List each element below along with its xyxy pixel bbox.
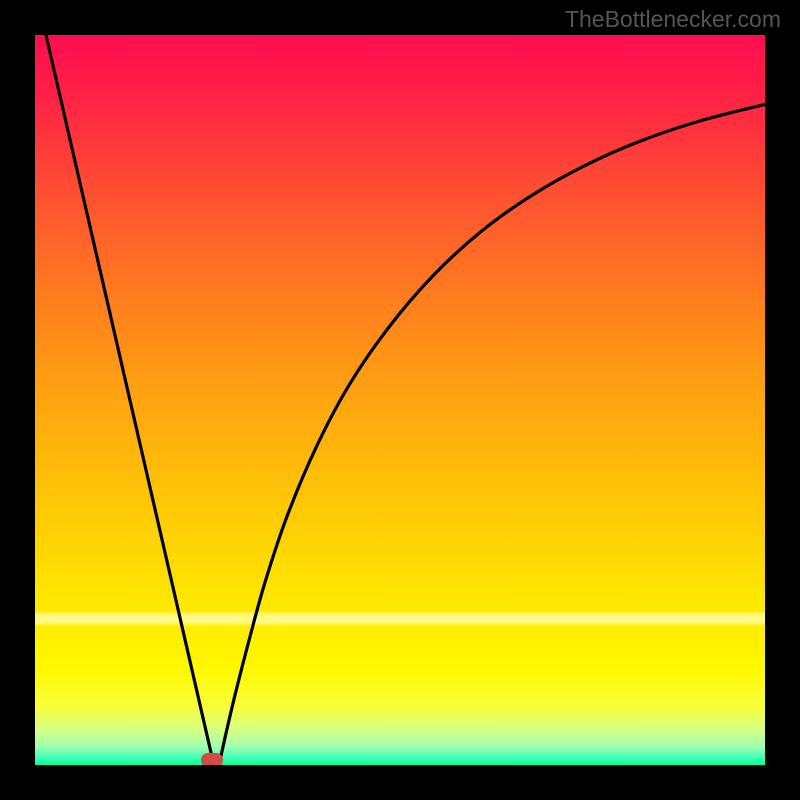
watermark-text: TheBottlenecker.com xyxy=(565,6,781,33)
chart-root: TheBottlenecker.com xyxy=(0,0,800,800)
chart-frame xyxy=(0,0,800,800)
